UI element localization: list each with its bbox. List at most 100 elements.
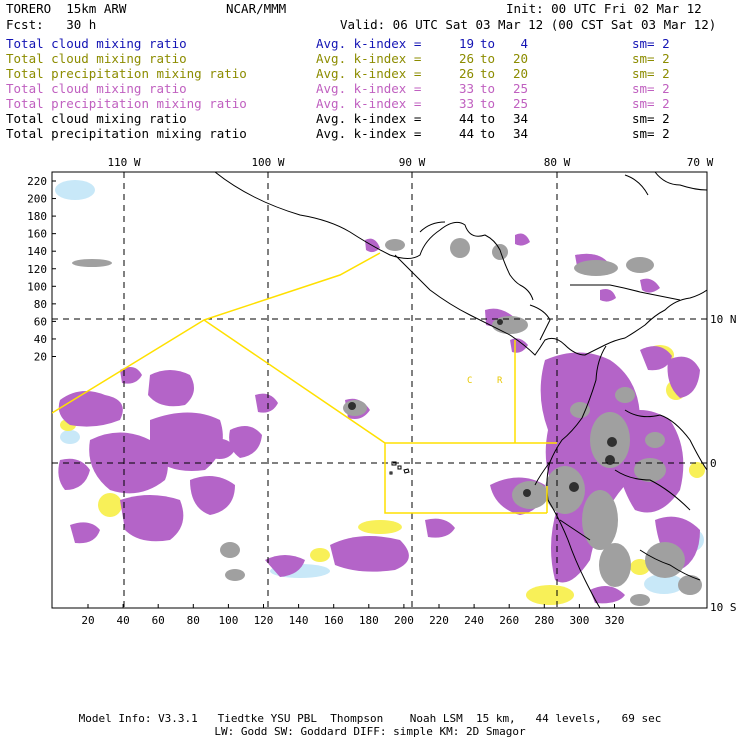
legend-value-high: 44 [458, 126, 474, 141]
legend-row: Total cloud mixing ratio Avg. k-index = 26… [6, 51, 734, 66]
model-info: Model Info: V3.3.1 Tiedtke YSU PBL Thomp… [78, 712, 662, 725]
legend-avg-label: Avg. k-index = [316, 81, 422, 96]
legend-row: Total cloud mixing ratio Avg. k-index = 19… [6, 36, 734, 51]
legend-row: Total precipitation mixing ratio Avg. k-i… [6, 126, 734, 141]
center-label: NCAR/MMM [226, 1, 287, 16]
y-tick-label: 120 [27, 263, 47, 276]
legend-row: Total cloud mixing ratio Avg. k-index = 33… [6, 81, 734, 96]
forecast-hour: Fcst: 30 h [6, 17, 97, 32]
legend-smoothing: sm= 2 [632, 126, 670, 141]
legend-field-name: Total cloud mixing ratio [6, 81, 187, 96]
y-tick-label: 40 [34, 333, 47, 346]
init-time: Init: 00 UTC Fri 02 Mar 12 [506, 1, 702, 16]
region-label: C [467, 376, 472, 386]
legend-avg-label: Avg. k-index = [316, 36, 422, 51]
x-axis: 20 40 60 80 100 120 140 160 180 200 220 240 260 280 30… [81, 604, 624, 627]
legend-value-low: 34 [512, 126, 528, 141]
gray-cloud-areas [72, 238, 702, 606]
model-title: TORERO 15km ARW [6, 1, 127, 16]
legend-value-high: 26 [458, 51, 474, 66]
latitude-label: 10 S [710, 601, 737, 614]
legend-smoothing: sm= 2 [632, 111, 670, 126]
legend-avg-label: Avg. k-index = [316, 111, 422, 126]
legend-row: Total precipitation mixing ratio Avg. k-i… [6, 96, 734, 111]
legend-value-low: 25 [512, 96, 528, 111]
region-label: R [497, 376, 503, 386]
y-tick-label: 220 [27, 175, 47, 188]
legend-value-low: 20 [512, 66, 528, 81]
legend-to: to [480, 96, 496, 111]
y-tick-label: 60 [34, 315, 47, 328]
legend-row: Total precipitation mixing ratio Avg. k-i… [6, 66, 734, 81]
legend-value-high: 26 [458, 66, 474, 81]
legend-value-high: 44 [458, 111, 474, 126]
x-tick-label: 160 [324, 614, 344, 627]
legend-field-name: Total cloud mixing ratio [6, 51, 187, 66]
x-tick-label: 240 [464, 614, 484, 627]
x-tick-label: 220 [429, 614, 449, 627]
x-tick-label: 120 [254, 614, 274, 627]
legend-field-name: Total cloud mixing ratio [6, 111, 187, 126]
x-tick-label: 180 [359, 614, 379, 627]
y-tick-label: 100 [27, 280, 47, 293]
x-tick-label: 280 [534, 614, 554, 627]
legend-to: to [480, 36, 496, 51]
legend-field-name: Total precipitation mixing ratio [6, 96, 247, 111]
x-tick-label: 40 [116, 614, 129, 627]
longitude-label: 110 W [107, 156, 140, 169]
legend-to: to [480, 66, 496, 81]
dark-cloud-cores [348, 319, 617, 497]
legend-value-high: 19 [458, 36, 474, 51]
legend-avg-label: Avg. k-index = [316, 66, 422, 81]
physics-info: LW: Godd SW: Goddard DIFF: simple KM: 2D… [214, 725, 526, 738]
x-tick-label: 320 [605, 614, 625, 627]
legend-to: to [480, 81, 496, 96]
y-tick-label: 160 [27, 228, 47, 241]
y-tick-label: 140 [27, 245, 47, 258]
longitude-label: 100 W [251, 156, 284, 169]
y-axis: 220 200 180 160 140 120 100 80 60 40 20 [27, 175, 56, 364]
latitude-label: 10 N [710, 313, 737, 326]
x-tick-label: 60 [152, 614, 165, 627]
legend-value-high: 33 [458, 96, 474, 111]
legend-smoothing: sm= 2 [632, 81, 670, 96]
y-tick-label: 180 [27, 210, 47, 223]
legend-row: Total cloud mixing ratio Avg. k-index = 44… [6, 111, 734, 126]
legend-value-high: 33 [458, 81, 474, 96]
valid-time: Valid: 06 UTC Sat 03 Mar 12 (00 CST Sat … [340, 17, 717, 32]
x-tick-label: 140 [289, 614, 309, 627]
legend-field-name: Total precipitation mixing ratio [6, 126, 247, 141]
latitude-label: 0 [710, 457, 717, 470]
legend-smoothing: sm= 2 [632, 96, 670, 111]
legend-avg-label: Avg. k-index = [316, 96, 422, 111]
legend-to: to [480, 111, 496, 126]
longitude-label: 70 W [687, 156, 714, 169]
x-tick-label: 100 [218, 614, 238, 627]
x-tick-label: 20 [81, 614, 94, 627]
x-tick-label: 200 [394, 614, 414, 627]
legend-field-name: Total cloud mixing ratio [6, 36, 187, 51]
x-tick-label: 80 [187, 614, 200, 627]
legend-avg-label: Avg. k-index = [316, 51, 422, 66]
legend-value-low: 20 [512, 51, 528, 66]
legend-smoothing: sm= 2 [632, 66, 670, 81]
coastlines [214, 172, 707, 608]
legend-smoothing: sm= 2 [632, 36, 670, 51]
legend-to: to [480, 51, 496, 66]
y-tick-label: 20 [34, 351, 47, 364]
legend-value-low: 25 [512, 81, 528, 96]
legend-smoothing: sm= 2 [632, 51, 670, 66]
latitude-labels: 10 N 0 10 S [710, 313, 737, 614]
longitude-label: 80 W [544, 156, 571, 169]
y-tick-label: 80 [34, 298, 47, 311]
region-boundaries [52, 252, 557, 514]
longitude-label: 90 W [399, 156, 426, 169]
x-tick-label: 260 [499, 614, 519, 627]
x-tick-label: 300 [569, 614, 589, 627]
lat-lon-grid [52, 172, 707, 608]
legend-to: to [480, 126, 496, 141]
y-tick-label: 200 [27, 193, 47, 206]
legend-field-name: Total precipitation mixing ratio [6, 66, 247, 81]
